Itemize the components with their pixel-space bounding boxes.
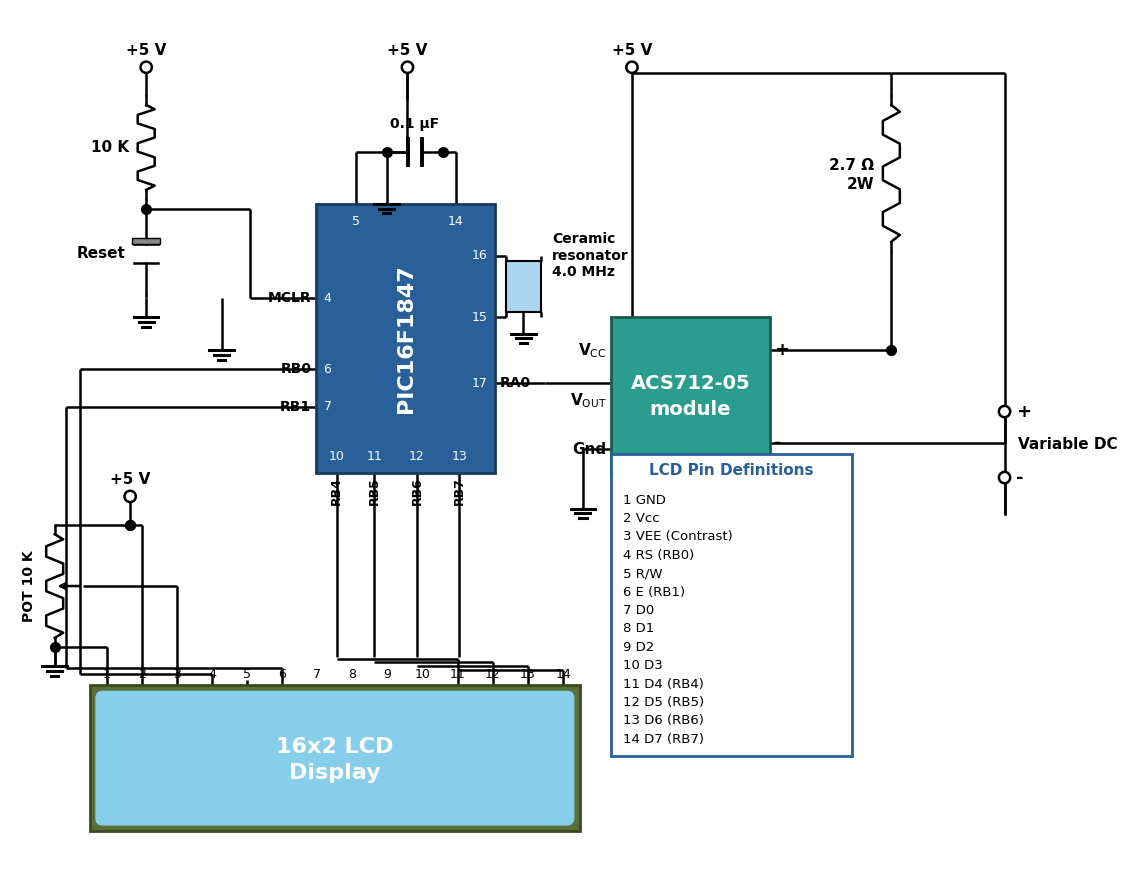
Text: 6 E (RB1): 6 E (RB1) — [623, 586, 684, 599]
Text: Ceramic
resonator
4.0 MHz: Ceramic resonator 4.0 MHz — [552, 232, 628, 279]
Bar — [506, 260, 542, 313]
Text: 15: 15 — [471, 311, 488, 323]
Text: 10 K: 10 K — [91, 140, 129, 155]
Text: 8: 8 — [349, 669, 357, 682]
Text: +5 V: +5 V — [387, 43, 427, 58]
Text: PIC16F1847: PIC16F1847 — [396, 264, 415, 413]
Text: RB4: RB4 — [330, 477, 343, 505]
Text: 16x2 LCD: 16x2 LCD — [276, 737, 394, 757]
Bar — [132, 238, 160, 244]
Text: MCLR: MCLR — [268, 291, 311, 305]
Bar — [90, 685, 580, 831]
Bar — [611, 317, 770, 475]
Bar — [611, 454, 852, 756]
Text: 5 R/W: 5 R/W — [623, 567, 662, 580]
Text: 13 D6 (RB6): 13 D6 (RB6) — [623, 714, 703, 727]
Text: 6: 6 — [323, 363, 331, 376]
Text: 4: 4 — [208, 669, 215, 682]
Circle shape — [626, 61, 637, 73]
Text: RB1: RB1 — [280, 399, 311, 413]
Circle shape — [999, 472, 1010, 483]
Text: module: module — [650, 400, 732, 420]
Text: RA0: RA0 — [500, 376, 531, 390]
Text: +: + — [1015, 403, 1031, 420]
Text: RB6: RB6 — [411, 477, 423, 505]
Text: Reset: Reset — [76, 246, 126, 261]
Text: 3: 3 — [173, 669, 181, 682]
Text: Gnd: Gnd — [572, 441, 607, 457]
Text: 1 GND: 1 GND — [623, 494, 665, 507]
Text: 12: 12 — [485, 669, 500, 682]
Text: +5 V: +5 V — [611, 43, 652, 58]
Text: 5: 5 — [243, 669, 251, 682]
Text: 6: 6 — [278, 669, 286, 682]
Circle shape — [125, 491, 136, 502]
Text: 8 D1: 8 D1 — [623, 622, 654, 635]
Text: 7 D0: 7 D0 — [623, 604, 654, 617]
Text: 12: 12 — [410, 450, 425, 463]
Text: 10 D3: 10 D3 — [623, 659, 662, 672]
Text: Display: Display — [289, 763, 380, 783]
Text: 4: 4 — [323, 292, 331, 305]
Text: 3 VEE (Contrast): 3 VEE (Contrast) — [623, 531, 733, 544]
Text: Variable DC: Variable DC — [1018, 437, 1118, 452]
Text: RB5: RB5 — [368, 477, 381, 505]
Text: POT 10 K: POT 10 K — [21, 551, 36, 621]
Text: 2W: 2W — [847, 177, 874, 192]
Text: 1: 1 — [102, 669, 111, 682]
Circle shape — [140, 61, 151, 73]
Text: 9 D2: 9 D2 — [623, 641, 654, 654]
FancyBboxPatch shape — [95, 690, 574, 826]
Text: +5 V: +5 V — [110, 472, 150, 487]
Text: 14: 14 — [448, 215, 463, 228]
Text: RB7: RB7 — [453, 477, 466, 505]
Text: 7: 7 — [313, 669, 321, 682]
Text: -: - — [774, 434, 782, 452]
Text: 13: 13 — [451, 450, 467, 463]
Circle shape — [999, 406, 1010, 417]
Text: ACS712-05: ACS712-05 — [631, 374, 751, 392]
Text: +: + — [774, 341, 790, 359]
Text: -: - — [1015, 468, 1023, 487]
Text: 9: 9 — [384, 669, 392, 682]
Text: 17: 17 — [471, 377, 488, 390]
Text: V$_{\mathsf{CC}}$: V$_{\mathsf{CC}}$ — [578, 341, 607, 359]
Bar — [316, 204, 495, 473]
Text: V$_{\mathsf{OUT}}$: V$_{\mathsf{OUT}}$ — [570, 391, 607, 410]
Text: 4 RS (RB0): 4 RS (RB0) — [623, 549, 693, 562]
Text: 0.1 μF: 0.1 μF — [390, 117, 440, 131]
Text: 11: 11 — [450, 669, 466, 682]
Text: 16: 16 — [472, 249, 488, 262]
Text: 10: 10 — [415, 669, 431, 682]
Circle shape — [402, 61, 413, 73]
Text: 2 Vcc: 2 Vcc — [623, 512, 659, 525]
Text: 14 D7 (RB7): 14 D7 (RB7) — [623, 732, 703, 746]
Text: +5 V: +5 V — [126, 43, 166, 58]
Text: RB0: RB0 — [280, 362, 311, 376]
Text: 11: 11 — [367, 450, 383, 463]
Text: 11 D4 (RB4): 11 D4 (RB4) — [623, 677, 703, 690]
Text: LCD Pin Definitions: LCD Pin Definitions — [650, 463, 813, 478]
Text: 14: 14 — [555, 669, 571, 682]
Text: 2.7 Ω: 2.7 Ω — [829, 158, 874, 173]
Text: 10: 10 — [329, 450, 344, 463]
Text: 12 D5 (RB5): 12 D5 (RB5) — [623, 696, 703, 709]
Text: 2: 2 — [138, 669, 146, 682]
Text: 7: 7 — [323, 400, 331, 413]
Text: 13: 13 — [521, 669, 536, 682]
Text: 5: 5 — [351, 215, 359, 228]
